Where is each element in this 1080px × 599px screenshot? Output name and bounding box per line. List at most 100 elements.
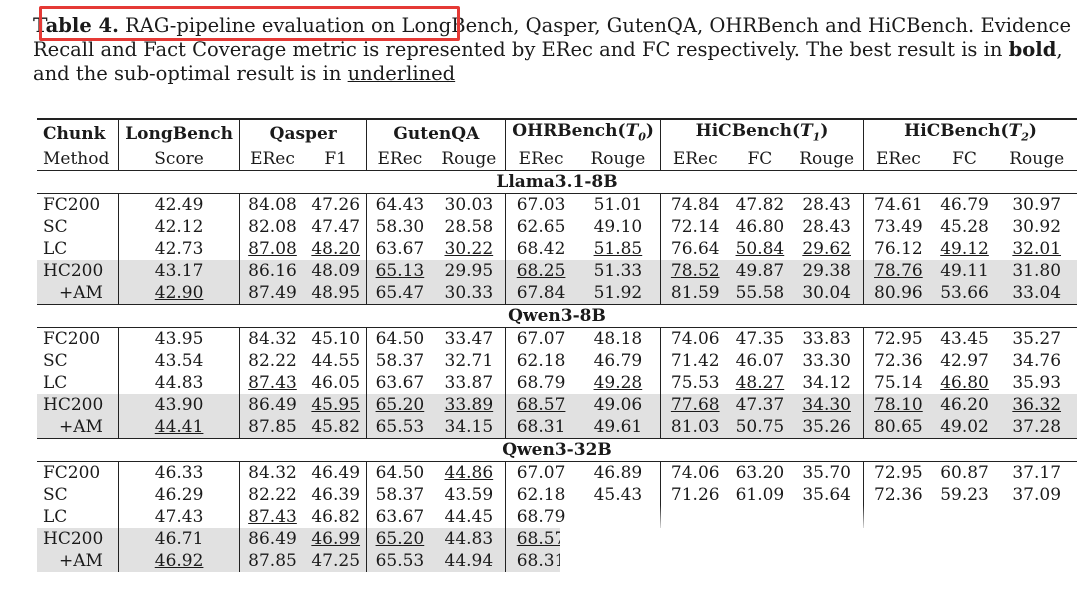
table-row: +AM 44.41 87.85 45.82 65.53 34.15 68.31 49.61 81…: [37, 416, 1077, 439]
value-cell: 42.90: [118, 282, 240, 305]
value-cell: 49.87: [729, 260, 791, 283]
value-cell: 45.10: [311, 329, 361, 350]
value-cell: 62.65: [505, 216, 576, 239]
method-cell: HC200: [37, 528, 119, 551]
value-cell: 71.42: [659, 350, 730, 373]
value-cell: 45.95: [305, 394, 367, 417]
subheader-2: ERec: [238, 148, 305, 172]
method-cell: LC: [43, 239, 68, 260]
value-cell: 32.01: [1012, 239, 1062, 260]
value-cell: 49.28: [593, 373, 643, 394]
value-cell: 65.53: [366, 550, 433, 573]
value-cell: 68.57: [505, 528, 576, 551]
value-cell: 48.27: [735, 373, 785, 394]
value-cell: 67.84: [505, 282, 576, 305]
caption-underlined-word: underlined: [347, 62, 456, 85]
value-cell: 34.76: [1012, 351, 1062, 372]
value-cell: 62.18: [505, 350, 576, 373]
value-cell: 67.03: [505, 193, 576, 217]
table-row: FC200 43.95 84.32 45.10 64.50 33.47 67.07 48.18…: [37, 327, 1077, 351]
value-cell: 29.95: [432, 260, 506, 283]
header-3: GutenQA: [366, 117, 506, 149]
value-cell: 48.20: [311, 239, 361, 260]
value-cell: 33.83: [802, 329, 851, 350]
value-cell: 46.20: [932, 394, 997, 417]
subheader-9: FC: [729, 148, 791, 172]
subheader-11: ERec: [863, 148, 933, 172]
value-cell: 49.61: [575, 416, 661, 439]
value-cell: 61.09: [735, 485, 785, 506]
value-cell: 43.17: [118, 260, 240, 283]
value-cell: 32.71: [444, 351, 494, 372]
value-cell: 82.22: [238, 350, 305, 373]
value-cell: 29.38: [790, 260, 864, 283]
value-cell: 46.99: [305, 528, 367, 551]
value-cell: 29.62: [802, 239, 851, 260]
value-cell: 46.33: [118, 461, 240, 485]
value-cell: 72.95: [863, 327, 933, 351]
value-cell: 65.20: [366, 528, 433, 551]
value-cell: 46.82: [311, 507, 361, 528]
value-cell: 65.20: [366, 394, 433, 417]
value-cell: 51.92: [575, 282, 661, 305]
value-cell: 28.43: [802, 195, 851, 216]
value-cell: 80.65: [863, 416, 933, 439]
method-cell: SC: [43, 217, 68, 238]
value-cell: 51.33: [575, 260, 661, 283]
subheader-0: Method: [37, 148, 119, 172]
value-cell: 47.25: [305, 550, 367, 573]
value-cell: 30.33: [432, 282, 506, 305]
caption-label: Table 4.: [33, 14, 119, 37]
value-cell: 28.58: [444, 217, 494, 238]
value-cell: 87.43: [238, 372, 305, 395]
value-cell: 74.84: [659, 193, 730, 217]
subheader-8: ERec: [659, 148, 730, 172]
value-cell: 37.28: [996, 416, 1077, 439]
value-cell: 46.07: [735, 351, 785, 372]
table-row: SC 42.12 82.08 47.47 58.30 28.58 62.65 49.10 72.…: [37, 216, 1077, 239]
value-cell: 67.07: [505, 327, 576, 351]
value-cell: 87.43: [238, 506, 305, 529]
value-cell: 68.31: [505, 416, 576, 439]
value-cell: 81.03: [659, 416, 730, 439]
method-cell: HC200: [37, 394, 119, 417]
value-cell: 47.35: [735, 329, 785, 350]
value-cell: 58.30: [366, 216, 433, 239]
value-cell: 49.06: [575, 394, 661, 417]
value-cell: 43.45: [940, 329, 989, 350]
method-cell: +AM: [37, 416, 119, 439]
value-cell: 72.14: [659, 216, 730, 239]
value-cell: 82.08: [238, 216, 305, 239]
value-cell: 62.18: [505, 484, 576, 507]
value-cell: 72.95: [863, 461, 933, 485]
method-cell: LC: [43, 373, 68, 394]
method-cell: FC200: [43, 463, 101, 484]
value-cell: 37.17: [1012, 463, 1062, 484]
value-cell: 47.37: [729, 394, 791, 417]
group-name: Llama3.1-8B: [37, 170, 1077, 195]
value-cell: 67.07: [505, 461, 576, 485]
value-cell: 43.59: [444, 485, 494, 506]
value-cell: 45.28: [940, 217, 989, 238]
value-cell: 63.67: [366, 506, 433, 529]
subheader-6: ERec: [505, 148, 576, 172]
subheader-5: Rouge: [432, 148, 506, 172]
value-cell: 45.82: [305, 416, 367, 439]
value-cell: 76.64: [659, 238, 730, 261]
value-cell: 68.25: [505, 260, 576, 283]
value-cell: 46.79: [940, 195, 989, 216]
value-cell: 42.49: [118, 193, 240, 217]
value-cell: 33.47: [444, 329, 494, 350]
value-cell: 48.18: [593, 329, 643, 350]
header-row-1: Chunk LongBench Qasper GutenQA OHRBench(T0) H…: [37, 117, 1077, 149]
value-cell: 44.86: [444, 463, 494, 484]
value-cell: 46.05: [311, 373, 361, 394]
value-cell: 46.49: [311, 463, 361, 484]
header-0: Chunk: [37, 117, 119, 149]
value-cell: 49.02: [932, 416, 997, 439]
header-row-2: Method Score ERec F1 ERec Rouge ERec Rouge ERec F…: [37, 148, 1077, 172]
value-cell: 55.58: [729, 282, 791, 305]
value-cell: 82.22: [238, 484, 305, 507]
value-cell: 44.94: [432, 550, 506, 573]
value-cell: 68.79: [505, 506, 576, 529]
